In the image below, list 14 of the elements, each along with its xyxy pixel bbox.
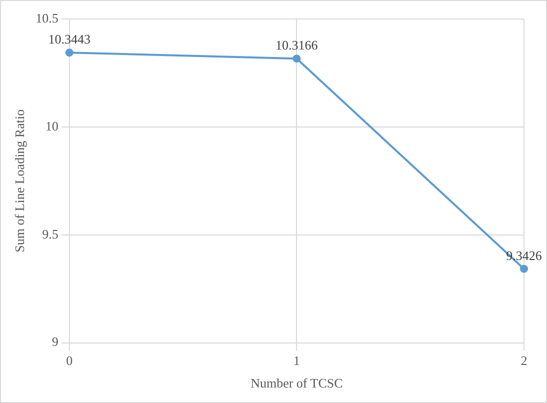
x-axis-title: Number of TCSC xyxy=(250,376,343,391)
y-axis-title: Sum of Line Loading Ratio xyxy=(12,109,28,252)
y-tick-label: 10.5 xyxy=(36,10,58,26)
data-label: 10.3166 xyxy=(276,38,318,53)
point xyxy=(65,48,74,57)
x-tick-label: 2 xyxy=(520,353,528,368)
x-tick-label: 1 xyxy=(293,353,300,368)
y-tick-label: 9.5 xyxy=(42,226,58,242)
x-tick-label: 0 xyxy=(66,353,73,368)
y-tick-label: 9 xyxy=(52,334,58,350)
data-label: 10.3443 xyxy=(48,32,90,47)
y-tick-label: 10 xyxy=(45,118,58,134)
point xyxy=(292,54,301,63)
point xyxy=(520,264,528,273)
